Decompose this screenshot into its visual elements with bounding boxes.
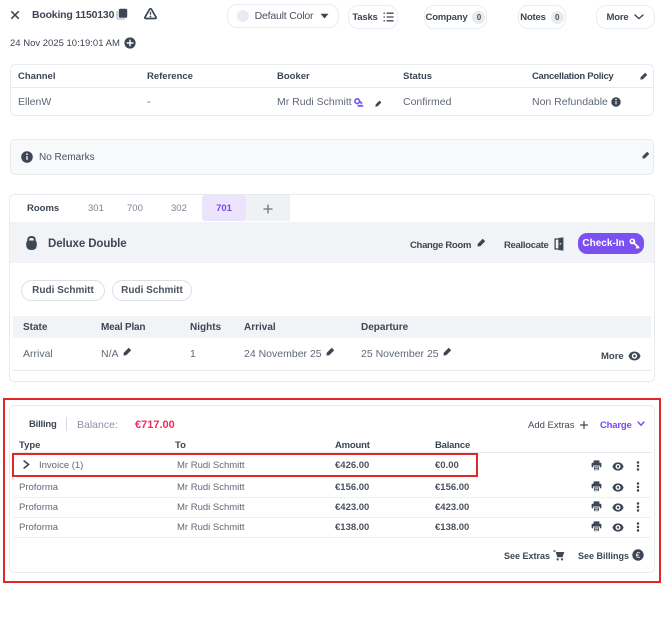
svg-text:€: € [636, 551, 641, 560]
